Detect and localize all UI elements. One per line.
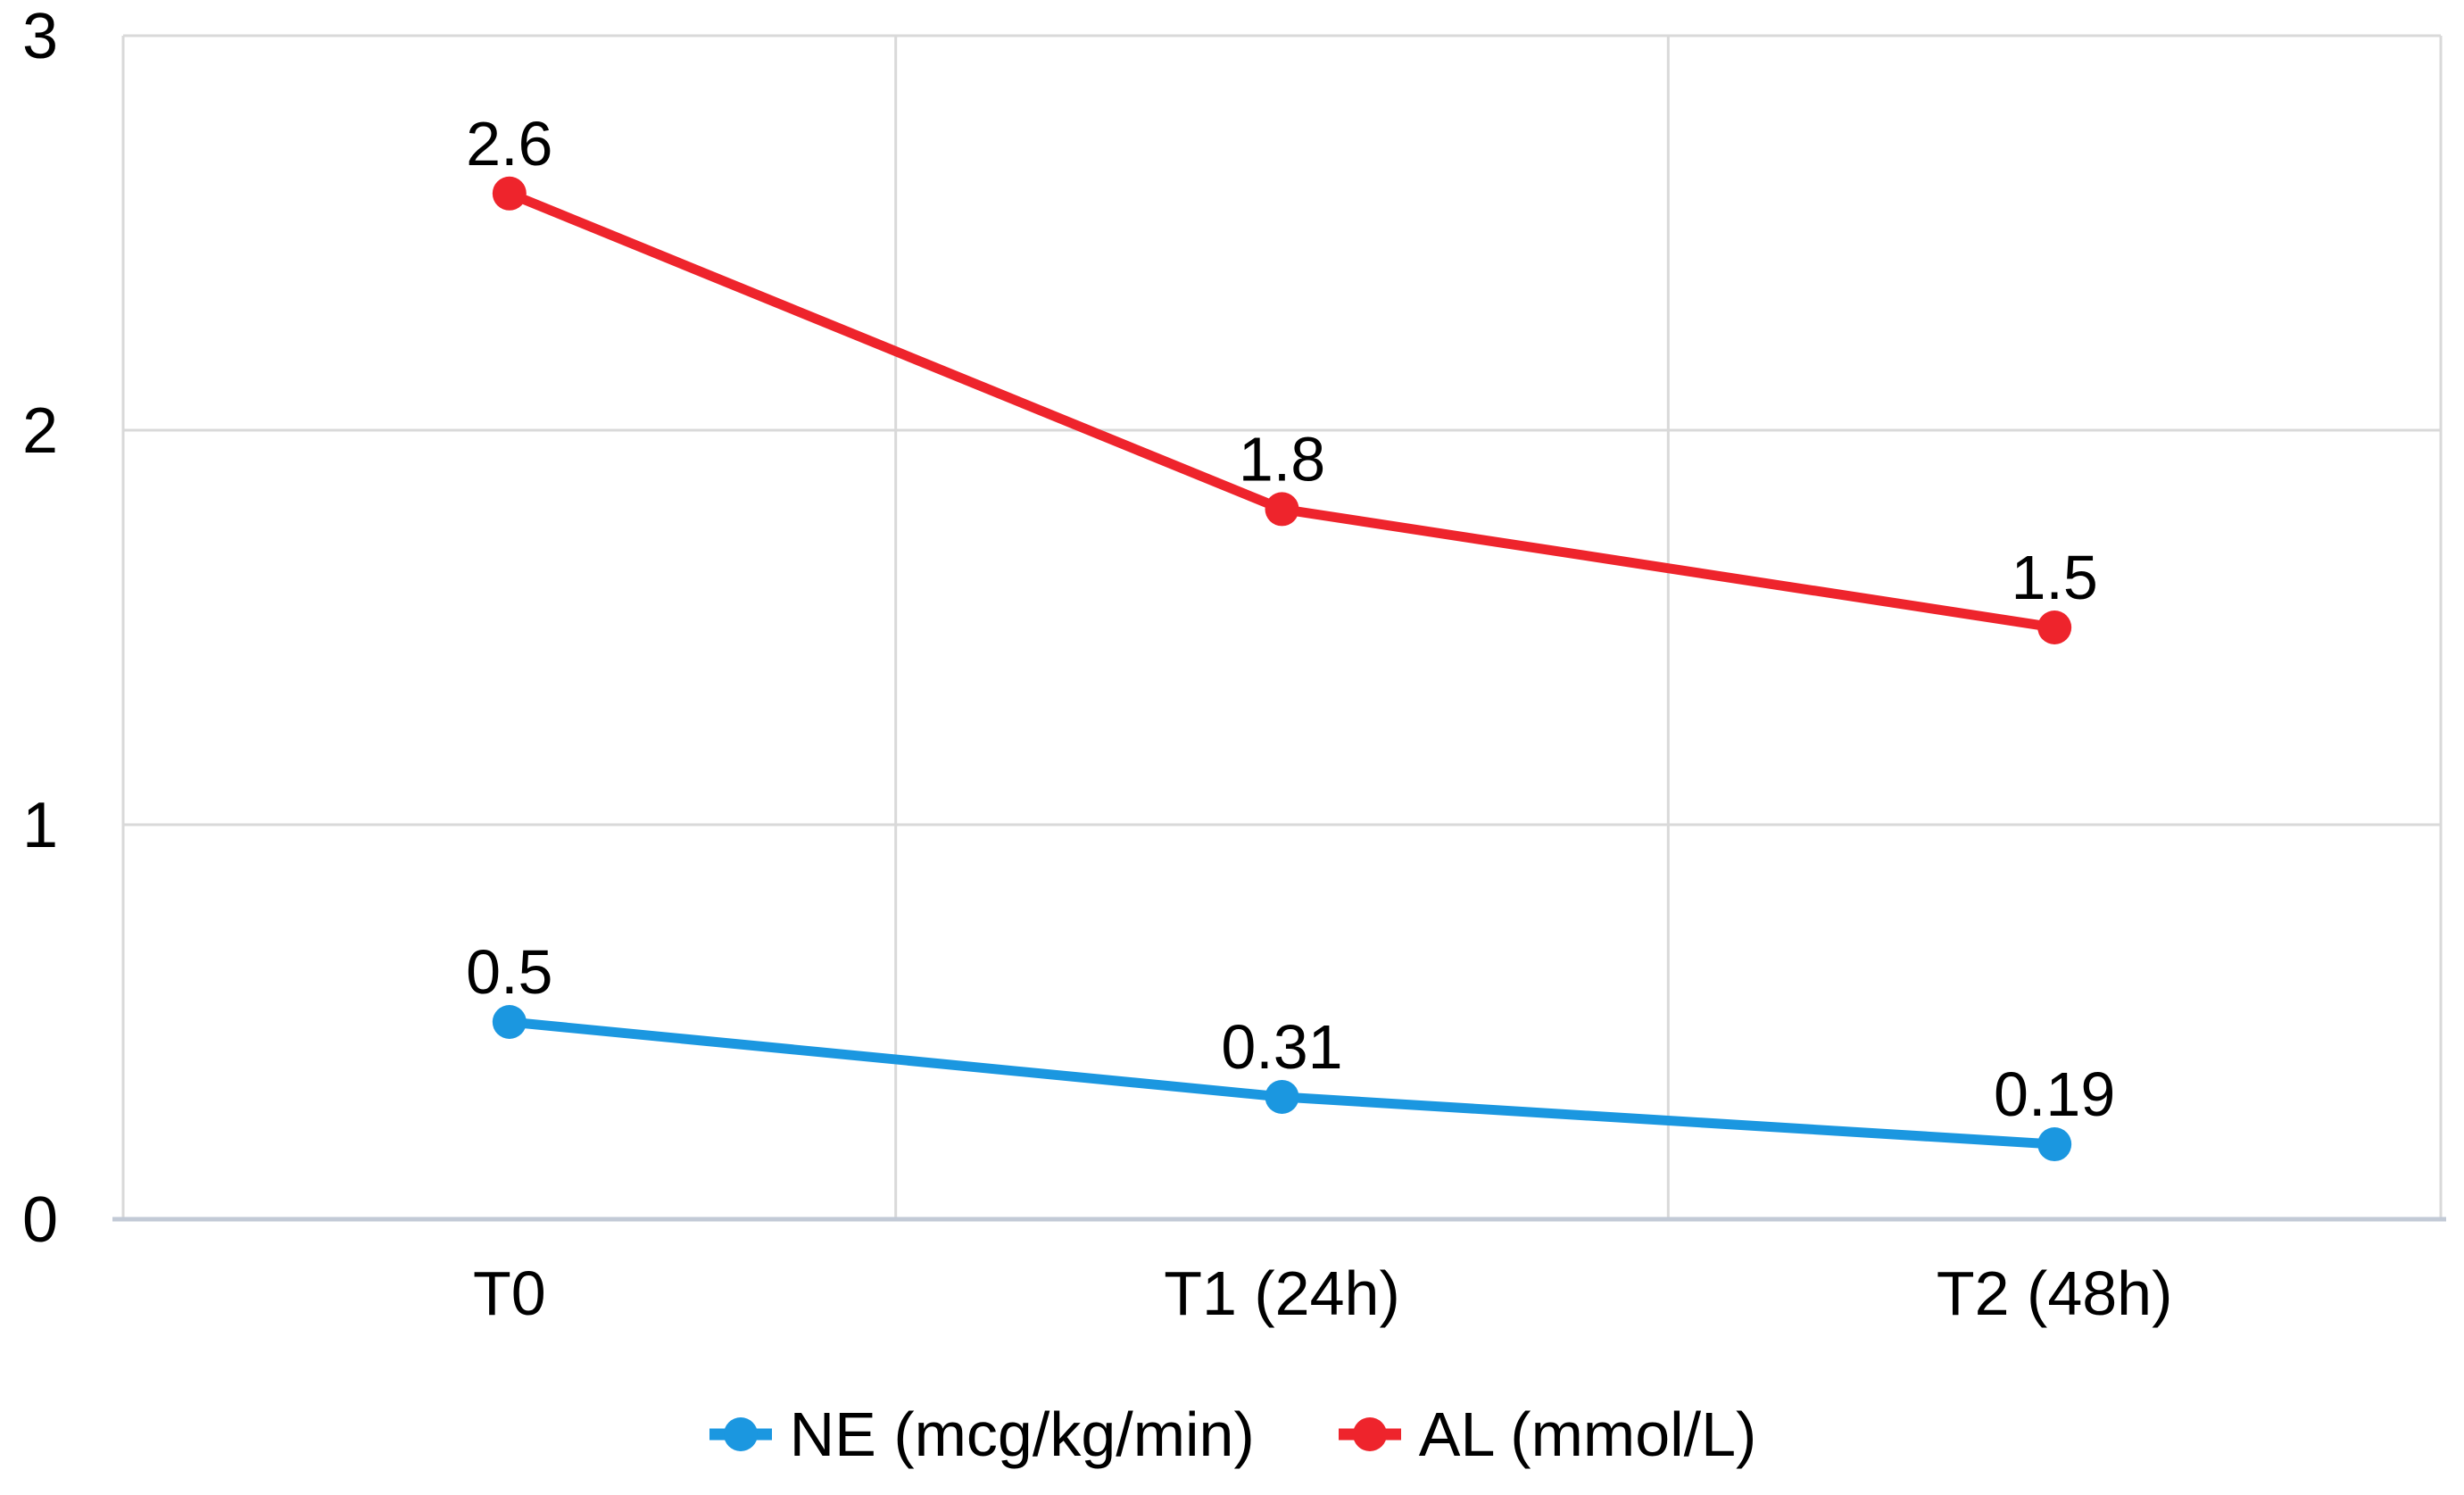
y-tick-label: 1	[22, 790, 58, 861]
y-tick-label: 3	[22, 1, 58, 72]
x-tick-label: T1 (24h)	[1164, 1258, 1400, 1328]
legend-label-al: AL (mmol/L)	[1418, 1399, 1757, 1469]
data-label-0-1: 0.31	[1221, 1012, 1342, 1082]
y-tick-label: 0	[22, 1184, 58, 1256]
legend-item-al: AL (mmol/L)	[1337, 1399, 1757, 1469]
chart-legend: NE (mcg/kg/min) AL (mmol/L)	[0, 1403, 2464, 1466]
legend-label-ne: NE (mcg/kg/min)	[789, 1399, 1255, 1469]
legend-marker-al-icon	[1338, 1417, 1401, 1451]
legend-dot-al	[1352, 1417, 1387, 1451]
series-line-1	[504, 188, 2060, 633]
data-point-1-1	[1265, 492, 1299, 527]
data-label-0-0: 0.5	[466, 937, 552, 1007]
data-point-1-2	[2037, 610, 2072, 644]
y-tick-label: 2	[22, 395, 58, 467]
data-point-0-1	[1265, 1079, 1299, 1114]
x-tick-label: T2 (48h)	[1937, 1258, 2173, 1328]
data-label-1-1: 1.8	[1239, 424, 1325, 494]
data-label-0-2: 0.19	[1994, 1059, 2115, 1129]
legend-marker-ne-icon	[709, 1417, 772, 1451]
data-point-1-0	[492, 176, 527, 211]
legend-item-ne: NE (mcg/kg/min)	[708, 1403, 1255, 1466]
data-point-0-2	[2037, 1127, 2072, 1162]
x-tick-label: T0	[473, 1258, 546, 1328]
data-point-0-0	[492, 1005, 527, 1039]
legend-dot-ne	[723, 1417, 758, 1451]
data-label-1-0: 2.6	[466, 109, 552, 179]
data-label-1-2: 1.5	[2012, 543, 2098, 612]
